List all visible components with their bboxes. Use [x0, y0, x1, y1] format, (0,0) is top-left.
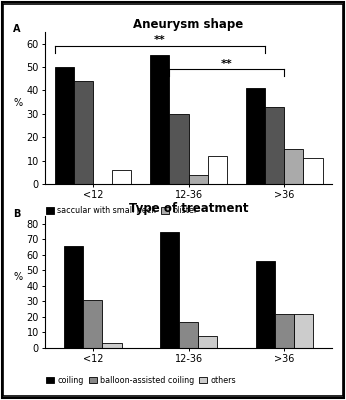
Bar [112, 170, 131, 184]
Bar [55, 67, 74, 184]
Bar [102, 343, 121, 348]
Bar [256, 261, 275, 348]
Bar [170, 114, 189, 184]
Bar [303, 158, 322, 184]
Y-axis label: %: % [13, 272, 22, 282]
Legend: saccular with small neck, saccular with wide neck, blister, dissecant: saccular with small neck, saccular with … [46, 206, 211, 228]
Bar [189, 175, 208, 184]
Text: **: ** [154, 35, 166, 45]
Text: A: A [13, 24, 21, 34]
Title: Type of treatment: Type of treatment [129, 202, 248, 215]
Bar [246, 88, 265, 184]
Bar [83, 300, 102, 348]
Bar [284, 149, 303, 184]
Bar [150, 55, 170, 184]
Legend: coiling, balloon-assisted coiling, others: coiling, balloon-assisted coiling, other… [46, 376, 236, 385]
Bar [179, 322, 198, 348]
Bar [265, 107, 284, 184]
Bar [160, 232, 179, 348]
Bar [294, 314, 313, 348]
Title: Aneurysm shape: Aneurysm shape [134, 18, 244, 31]
Bar [208, 156, 227, 184]
Bar [74, 81, 93, 184]
Bar [64, 246, 83, 348]
Text: B: B [13, 210, 21, 219]
Y-axis label: %: % [13, 98, 22, 108]
Text: **: ** [221, 59, 233, 69]
Bar [198, 336, 217, 348]
Bar [275, 314, 294, 348]
